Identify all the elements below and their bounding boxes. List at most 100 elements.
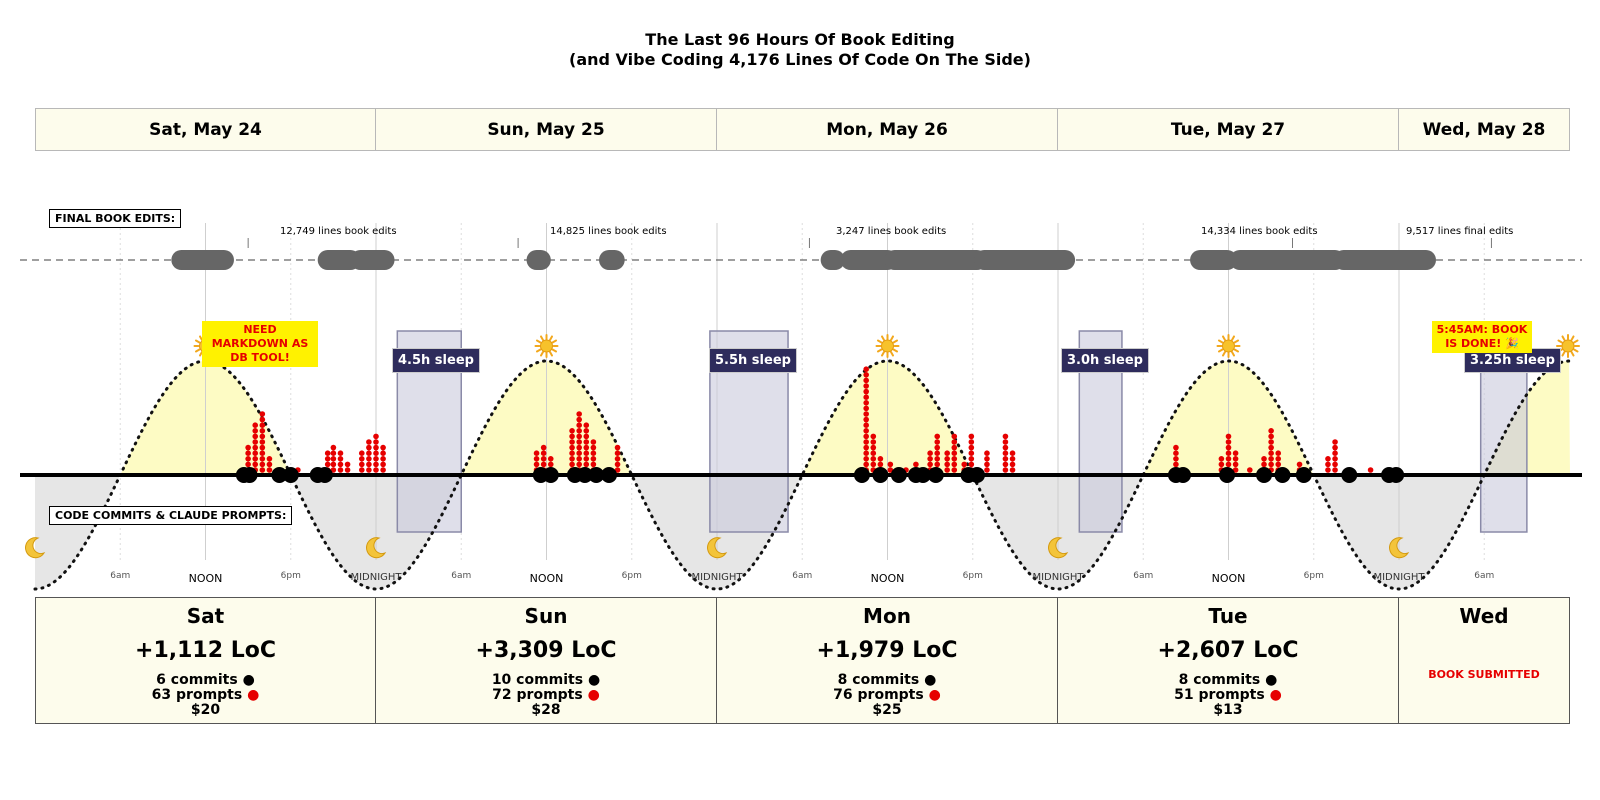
prompt-dot-22-10 xyxy=(863,411,869,417)
prompt-dot-12-0 xyxy=(380,467,386,473)
prompt-dot-2-1 xyxy=(259,461,266,468)
sun-ray xyxy=(1217,348,1224,353)
summary-cost: $13 xyxy=(1213,702,1243,718)
prompt-dot-40-3 xyxy=(1232,450,1239,457)
tick-label: 6pm xyxy=(962,571,983,581)
sun-ray xyxy=(199,335,203,341)
prompt-dot-7-0 xyxy=(337,467,344,473)
prompt-dot-29-3 xyxy=(934,450,941,457)
sun-ray xyxy=(1573,348,1579,353)
prompt-dot-2-6 xyxy=(259,433,266,440)
commit-dot-21 xyxy=(1175,467,1192,483)
prompt-dot-22-16 xyxy=(863,377,869,384)
prompt-dot-12-3 xyxy=(380,450,386,457)
prompt-dot-10-0 xyxy=(366,467,372,473)
prompt-dot-22-7 xyxy=(863,428,869,434)
summary-day: Sat xyxy=(186,604,225,628)
book-submitted-note: BOOK SUBMITTED xyxy=(1428,668,1540,681)
summary-cost: $20 xyxy=(190,702,221,718)
commit-dot-3 xyxy=(282,467,299,483)
sun-ray xyxy=(881,335,885,341)
prompt-dot-29-5 xyxy=(934,439,941,445)
sun-icon xyxy=(534,334,559,358)
prompt-dot-47-0 xyxy=(1332,467,1338,473)
prompt-dot-22-4 xyxy=(863,444,869,451)
daylight-area xyxy=(35,361,1570,475)
prompt-dot-6-2 xyxy=(330,456,337,462)
prompt-dot-44-3 xyxy=(1275,450,1282,457)
summary-loc: +1,112 LoC xyxy=(135,638,276,663)
day-header-sun: Sun, May 25 xyxy=(375,108,717,151)
edit-annotation-sat: 12,749 lines book edits xyxy=(280,226,397,237)
commit-dot-16 xyxy=(915,467,932,483)
summary-day: Mon xyxy=(863,604,911,628)
tick-label: 6am xyxy=(1133,571,1154,581)
commit-dots xyxy=(235,467,1405,483)
sun-ray xyxy=(892,339,899,344)
prompt-dot-13-3 xyxy=(533,450,540,457)
day-header-wed: Wed, May 28 xyxy=(1398,108,1570,151)
prompt-dot-47-1 xyxy=(1332,461,1338,468)
prompt-dot-23-3 xyxy=(870,450,877,457)
summary-day: Wed xyxy=(1459,604,1509,628)
prompt-dot-19-3 xyxy=(590,450,597,457)
moon-shape xyxy=(1048,537,1069,559)
tick-label: 6pm xyxy=(280,571,301,581)
prompt-dot-2-10 xyxy=(259,411,266,417)
prompt-dot-19-1 xyxy=(590,461,597,468)
edit-session-4 xyxy=(599,250,625,270)
tick-label: MIDNIGHT xyxy=(1373,572,1425,583)
prompt-dot-35-6 xyxy=(1002,433,1009,440)
prompt-dot-17-1 xyxy=(576,461,582,468)
prompt-dot-23-6 xyxy=(870,433,877,440)
prompt-dot-36-1 xyxy=(1009,461,1016,468)
summary-loc: +3,309 LoC xyxy=(475,638,617,663)
summary-tue: Tue +2,607 LoC 8 commits ● 51 prompts ● … xyxy=(1057,597,1399,724)
summary-loc: +2,607 LoC xyxy=(1157,638,1299,663)
prompt-dot-18-2 xyxy=(583,456,590,462)
prompt-dot-46-1 xyxy=(1325,461,1331,468)
sun-ray xyxy=(194,348,201,353)
sun-disc xyxy=(540,339,553,353)
commit-bullet-icon: ● xyxy=(924,672,937,688)
sun-ray xyxy=(540,335,544,341)
prompt-dot-14-1 xyxy=(540,461,547,468)
prompt-dot-5-2 xyxy=(324,456,331,462)
commit-dot-12 xyxy=(853,467,870,483)
prompt-dot-0-1 xyxy=(245,461,251,468)
prompt-dot-23-4 xyxy=(870,444,877,451)
prompt-dot-19-4 xyxy=(590,444,597,451)
prompt-dot-5-3 xyxy=(324,450,331,457)
prompt-dot-30-0 xyxy=(944,467,950,473)
prompt-dot-22-9 xyxy=(863,416,869,423)
sun-ray xyxy=(876,348,883,353)
summary-commits: 10 commits xyxy=(491,672,584,688)
tick-label: MIDNIGHT xyxy=(691,572,743,583)
prompt-dot-14-2 xyxy=(540,456,547,462)
prompt-dot-17-5 xyxy=(576,439,582,445)
summary-commits: 8 commits xyxy=(837,672,920,688)
edit-session-8 xyxy=(974,250,1076,270)
prompt-dot-18-7 xyxy=(583,428,590,434)
day-header-mon: Mon, May 26 xyxy=(716,108,1058,151)
summary-commits: 6 commits xyxy=(156,672,238,688)
edit-session-0 xyxy=(171,250,234,270)
edit-session-9 xyxy=(1190,250,1238,270)
prompt-dot-28-2 xyxy=(927,456,933,462)
commit-dot-11 xyxy=(601,467,618,483)
prompt-dot-6-1 xyxy=(330,461,337,468)
prompt-dot-1-5 xyxy=(252,439,259,445)
prompt-dot-31-4 xyxy=(951,444,958,451)
prompt-dot-10-4 xyxy=(366,444,372,451)
summary-cost: $25 xyxy=(872,702,902,718)
prompt-dot-22-1 xyxy=(863,461,869,468)
book-done-callout: 5:45AM: BOOK IS DONE! 🎉 xyxy=(1432,321,1532,353)
prompt-dot-29-1 xyxy=(934,461,941,468)
sleep-label-3: 3.0h sleep xyxy=(1061,348,1149,373)
moon-shape xyxy=(1389,537,1410,559)
sun-ray xyxy=(535,348,542,353)
prompt-dot-15-1 xyxy=(547,461,554,468)
prompt-dot-20-4 xyxy=(614,444,621,451)
sun-ray xyxy=(890,335,894,341)
prompt-dot-44-1 xyxy=(1275,461,1282,468)
